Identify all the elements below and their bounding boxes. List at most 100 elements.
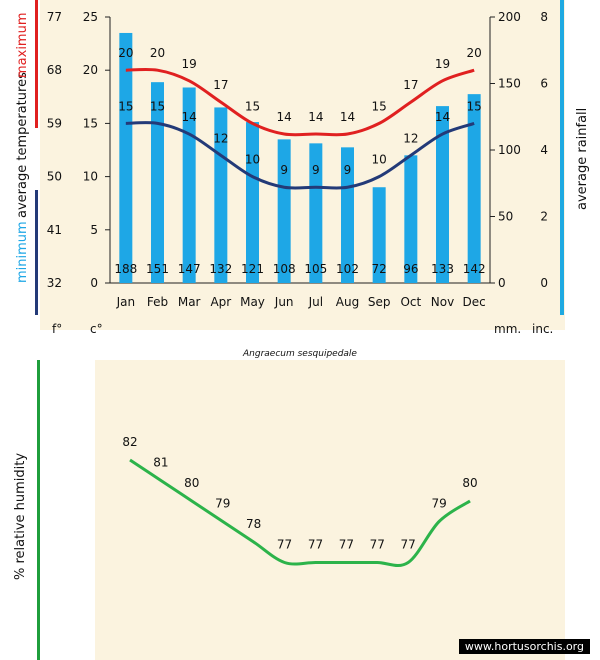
temperature-value-labels: 20 20 19 17 15 14 14 14 15 17 19 20 15 15 14 12 10 9 9 9 10 1… [118, 46, 482, 177]
rain-bar-feb [151, 82, 164, 283]
month-label-jul: Jul [308, 295, 323, 309]
min-value-label: 14 [435, 110, 450, 124]
rain-value-label: 133 [431, 262, 454, 276]
mm-tick: 150 [498, 77, 521, 91]
max-value-label: 15 [372, 99, 387, 113]
rain-value-label: 147 [178, 262, 201, 276]
species-name: Angraecum sesquipedale [242, 349, 357, 359]
max-value-label: 14 [277, 110, 292, 124]
inch-tick: 6 [540, 77, 548, 91]
max-value-label: 20 [467, 46, 482, 60]
inch-tick: 2 [540, 210, 548, 224]
rainfall-value-labels: 188 151 147 132 121 108 105 102 72 96 133 142 [114, 262, 485, 276]
mm-tick: 50 [498, 210, 513, 224]
humidity-value-label: 77 [370, 538, 385, 552]
min-value-label: 15 [467, 99, 482, 113]
month-label-may: May [240, 295, 265, 309]
rain-value-label: 188 [114, 262, 137, 276]
rain-bar-may [246, 122, 259, 283]
rain-value-label: 72 [372, 262, 387, 276]
inch-tick: 0 [540, 276, 548, 290]
min-value-label: 14 [182, 110, 197, 124]
max-value-label: 19 [435, 57, 450, 71]
humidity-value-label: 80 [462, 476, 477, 490]
fahrenheit-tick-labels: 77 68 59 50 41 32 [47, 10, 62, 290]
month-label-sep: Sep [368, 295, 391, 309]
celsius-tick-labels: 25 20 15 10 5 0 [83, 10, 98, 290]
humidity-value-label: 79 [431, 497, 446, 511]
celsius-tick: 25 [83, 10, 98, 24]
rain-value-label: 102 [336, 262, 359, 276]
average-temperatures-label: average temperatures [15, 72, 30, 218]
humidity-value-label: 79 [215, 497, 230, 511]
max-value-label: 20 [150, 46, 165, 60]
rain-value-label: 105 [304, 262, 327, 276]
max-temperature-line [125, 67, 475, 137]
min-value-label: 10 [245, 153, 260, 167]
max-value-label: 15 [245, 99, 260, 113]
max-accent-bar [35, 0, 38, 128]
left-tick-marks [105, 16, 110, 284]
rain-value-label: 96 [403, 262, 418, 276]
rain-value-label: 132 [209, 262, 232, 276]
inch-tick: 8 [540, 10, 548, 24]
min-value-label: 15 [150, 99, 165, 113]
humidity-chart: 82 81 80 79 78 77 77 77 77 77 79 80 [122, 435, 478, 568]
rain-bar-jan [119, 32, 133, 284]
min-value-label: 10 [372, 153, 387, 167]
celsius-tick: 10 [83, 170, 98, 184]
min-accent-bar [35, 190, 38, 315]
right-tick-marks [490, 16, 495, 284]
rain-bar-nov [436, 106, 449, 283]
maximum-label: maximum [15, 12, 30, 78]
min-value-label: 9 [280, 163, 288, 177]
humidity-value-label: 77 [339, 538, 354, 552]
humidity-line [129, 458, 471, 568]
rain-bar-dec [467, 94, 481, 283]
mm-tick-labels: 200 150 100 50 0 [498, 10, 521, 290]
month-label-mar: Mar [178, 295, 201, 309]
max-value-label: 20 [118, 46, 133, 60]
minimum-label: minimum [15, 221, 30, 283]
max-value-label: 17 [213, 78, 228, 92]
watermark: www.hortusorchis.org [458, 639, 590, 654]
inch-tick-labels: 8 6 4 2 0 [540, 10, 548, 290]
rain-accent-bar [560, 0, 564, 315]
rain-value-label: 142 [463, 262, 486, 276]
fahrenheit-tick: 68 [47, 63, 62, 77]
inch-unit-label: inc. [532, 322, 553, 336]
month-labels: Jan Feb Mar Apr May Jun Jul Aug Sep Oct Nov Dec [116, 295, 486, 309]
rain-bar-sep [372, 187, 386, 283]
humidity-value-label: 80 [184, 476, 199, 490]
fahrenheit-tick: 50 [47, 170, 62, 184]
max-value-label: 19 [182, 57, 197, 71]
mm-unit-label: mm. [494, 322, 521, 336]
min-value-label: 9 [312, 163, 320, 177]
temperature-lines [125, 67, 475, 190]
month-label-jan: Jan [116, 295, 136, 309]
month-label-apr: Apr [210, 295, 231, 309]
rain-bar-jun [277, 139, 291, 283]
month-label-dec: Dec [463, 295, 486, 309]
humidity-value-label: 81 [153, 456, 168, 470]
celsius-tick: 5 [90, 223, 98, 237]
month-label-aug: Aug [336, 295, 359, 309]
rainfall-bars [119, 32, 481, 284]
min-value-label: 12 [213, 131, 228, 145]
max-value-label: 14 [308, 110, 323, 124]
max-value-label: 14 [340, 110, 355, 124]
max-value-label: 17 [403, 78, 418, 92]
rain-value-label: 121 [241, 262, 264, 276]
humidity-value-label: 78 [246, 517, 261, 531]
fahrenheit-tick: 59 [47, 116, 62, 130]
humidity-value-label: 77 [401, 538, 416, 552]
min-value-label: 15 [118, 99, 133, 113]
rain-bar-aug [341, 147, 354, 283]
fahrenheit-tick: 32 [47, 276, 62, 290]
rain-bar-oct [404, 155, 418, 283]
mm-tick: 200 [498, 10, 521, 24]
mm-tick: 100 [498, 143, 521, 157]
average-rainfall-label: average rainfall [575, 108, 590, 210]
month-label-nov: Nov [431, 295, 454, 309]
celsius-tick: 20 [83, 63, 98, 77]
